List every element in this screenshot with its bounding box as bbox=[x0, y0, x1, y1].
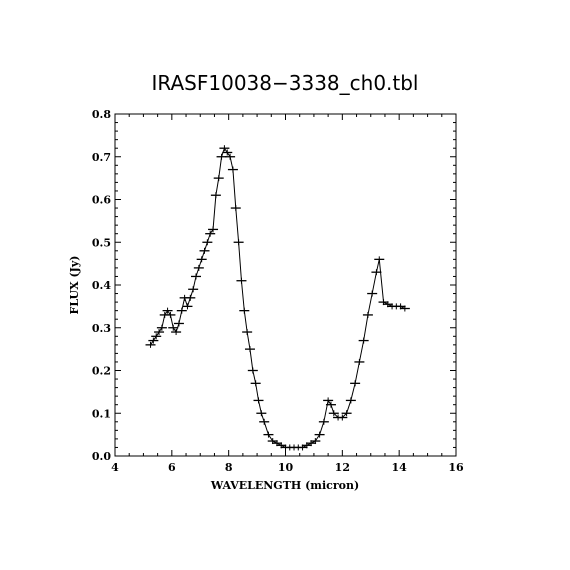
data-point bbox=[236, 277, 247, 284]
x-axis-label: WAVELENGTH (micron) bbox=[210, 479, 359, 492]
x-tick-label: 6 bbox=[168, 461, 176, 474]
series-layer bbox=[145, 145, 410, 451]
x-tick-label: 16 bbox=[448, 461, 464, 474]
data-point bbox=[219, 145, 230, 152]
data-point bbox=[358, 337, 369, 344]
data-point bbox=[318, 418, 329, 425]
data-point bbox=[310, 438, 321, 445]
x-tick-label: 14 bbox=[392, 461, 408, 474]
data-point bbox=[323, 397, 334, 404]
data-point bbox=[182, 303, 193, 310]
data-point bbox=[168, 324, 179, 331]
data-point bbox=[193, 264, 204, 271]
data-point bbox=[230, 205, 241, 212]
y-tick-label: 0.3 bbox=[92, 322, 111, 335]
data-point bbox=[362, 311, 373, 318]
data-point bbox=[345, 397, 356, 404]
data-point bbox=[371, 269, 382, 276]
data-point bbox=[196, 256, 207, 263]
y-tick-label: 0.6 bbox=[92, 194, 111, 207]
y-tick-label: 0.4 bbox=[92, 279, 111, 292]
data-point bbox=[350, 380, 361, 387]
data-point bbox=[354, 358, 365, 365]
data-point bbox=[341, 410, 352, 417]
data-point bbox=[213, 175, 224, 182]
data-point bbox=[176, 307, 187, 314]
data-point bbox=[256, 410, 267, 417]
data-point bbox=[325, 401, 336, 408]
y-tick-label: 0.2 bbox=[92, 365, 111, 378]
data-point bbox=[314, 431, 325, 438]
y-tick-label: 0.5 bbox=[92, 236, 111, 249]
y-tick-label: 0.0 bbox=[92, 450, 111, 463]
y-tick-label: 0.1 bbox=[92, 407, 111, 420]
data-point bbox=[162, 307, 173, 314]
data-point bbox=[250, 380, 261, 387]
data-point bbox=[188, 286, 199, 293]
x-tick-label: 10 bbox=[278, 461, 294, 474]
data-point bbox=[374, 256, 385, 263]
data-point bbox=[247, 367, 258, 374]
data-point bbox=[263, 431, 274, 438]
data-point bbox=[171, 329, 182, 336]
data-point bbox=[328, 410, 339, 417]
data-point bbox=[227, 166, 238, 173]
data-point bbox=[244, 346, 255, 353]
x-axis-ticks: 4 6 8 10 12 14 16 bbox=[111, 114, 464, 474]
data-point bbox=[216, 153, 227, 160]
data-point bbox=[210, 192, 221, 199]
data-point bbox=[239, 307, 250, 314]
y-tick-label: 0.7 bbox=[92, 151, 111, 164]
data-point bbox=[199, 247, 210, 254]
x-tick-label: 8 bbox=[225, 461, 233, 474]
data-point bbox=[148, 337, 159, 344]
y-tick-label: 0.8 bbox=[92, 108, 111, 121]
data-point bbox=[222, 149, 233, 156]
x-tick-label: 4 bbox=[111, 461, 119, 474]
data-point bbox=[173, 320, 184, 327]
chart-title: IRASF10038−3338_ch0.tbl bbox=[152, 71, 419, 95]
data-point bbox=[367, 290, 378, 297]
data-point bbox=[151, 333, 162, 340]
data-point bbox=[205, 230, 216, 237]
data-point bbox=[253, 397, 264, 404]
data-point bbox=[185, 294, 196, 301]
plot-frame bbox=[114, 113, 457, 457]
data-point bbox=[208, 226, 219, 233]
x-tick-label: 12 bbox=[335, 461, 350, 474]
y-axis-ticks: 0.0 0.1 0.2 0.3 0.4 0.5 0.6 0.7 0.8 bbox=[92, 108, 456, 463]
data-point bbox=[399, 305, 410, 312]
data-point bbox=[259, 418, 270, 425]
data-point bbox=[242, 329, 253, 336]
data-point bbox=[165, 311, 176, 318]
data-point bbox=[233, 239, 244, 246]
data-point bbox=[225, 153, 236, 160]
data-point bbox=[190, 273, 201, 280]
data-point bbox=[202, 239, 213, 246]
data-point bbox=[154, 329, 165, 336]
data-point bbox=[145, 341, 156, 348]
data-point bbox=[156, 324, 167, 331]
data-point bbox=[337, 414, 348, 421]
y-axis-label: FLUX (Jy) bbox=[68, 256, 81, 315]
